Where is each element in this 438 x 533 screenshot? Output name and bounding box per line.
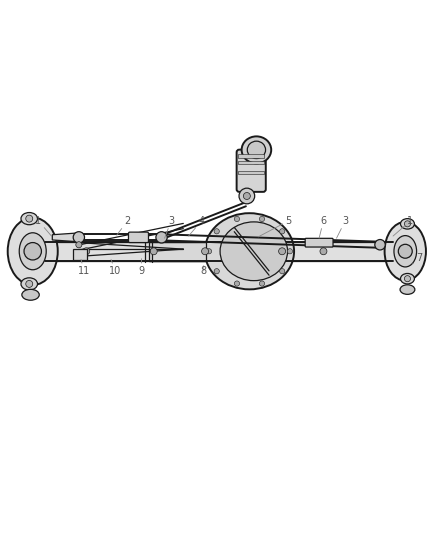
Text: 7: 7: [413, 253, 422, 264]
Circle shape: [26, 215, 33, 222]
Circle shape: [234, 281, 240, 286]
Circle shape: [320, 248, 327, 255]
Circle shape: [214, 269, 219, 274]
FancyBboxPatch shape: [237, 150, 266, 192]
Ellipse shape: [242, 136, 271, 163]
Text: 3: 3: [165, 216, 174, 238]
Circle shape: [73, 232, 85, 243]
Circle shape: [234, 216, 240, 222]
Circle shape: [259, 281, 265, 286]
Circle shape: [279, 229, 285, 234]
Text: 3: 3: [336, 216, 348, 238]
Circle shape: [83, 248, 90, 255]
Ellipse shape: [21, 213, 38, 225]
Circle shape: [404, 221, 410, 227]
Circle shape: [76, 241, 82, 248]
Circle shape: [156, 232, 167, 243]
Ellipse shape: [247, 141, 265, 158]
Circle shape: [259, 216, 265, 222]
Ellipse shape: [8, 217, 58, 285]
Bar: [238, 171, 265, 174]
Polygon shape: [240, 187, 255, 192]
Circle shape: [214, 229, 219, 234]
Ellipse shape: [400, 273, 414, 284]
Text: 4: 4: [188, 216, 205, 236]
Circle shape: [201, 248, 208, 255]
FancyBboxPatch shape: [128, 232, 148, 243]
Ellipse shape: [400, 285, 415, 294]
Polygon shape: [45, 241, 393, 261]
Circle shape: [287, 249, 293, 254]
Circle shape: [244, 192, 251, 199]
Circle shape: [279, 269, 285, 274]
Ellipse shape: [205, 213, 294, 289]
Text: 11: 11: [78, 260, 90, 276]
Ellipse shape: [400, 219, 414, 229]
Circle shape: [398, 244, 412, 258]
Ellipse shape: [21, 278, 38, 290]
Text: 5: 5: [258, 216, 292, 237]
Circle shape: [150, 248, 157, 255]
Text: 10: 10: [110, 260, 121, 276]
Text: 8: 8: [201, 265, 207, 276]
Text: 6: 6: [319, 216, 326, 238]
Circle shape: [24, 243, 42, 260]
Circle shape: [279, 248, 286, 255]
FancyBboxPatch shape: [305, 238, 333, 247]
Circle shape: [26, 280, 33, 287]
Text: 2: 2: [117, 216, 131, 235]
Text: 9: 9: [138, 259, 145, 276]
Ellipse shape: [22, 289, 39, 300]
Ellipse shape: [220, 222, 288, 281]
Ellipse shape: [19, 233, 46, 270]
Ellipse shape: [385, 222, 426, 281]
Circle shape: [239, 188, 254, 204]
Circle shape: [206, 249, 212, 254]
Text: 1: 1: [35, 216, 51, 236]
Ellipse shape: [394, 236, 417, 267]
FancyBboxPatch shape: [73, 249, 87, 261]
Text: 1: 1: [393, 216, 413, 236]
Bar: [238, 154, 265, 158]
Circle shape: [375, 239, 385, 250]
Circle shape: [404, 276, 410, 282]
Polygon shape: [149, 241, 206, 261]
Bar: [238, 161, 265, 164]
Polygon shape: [52, 233, 78, 241]
